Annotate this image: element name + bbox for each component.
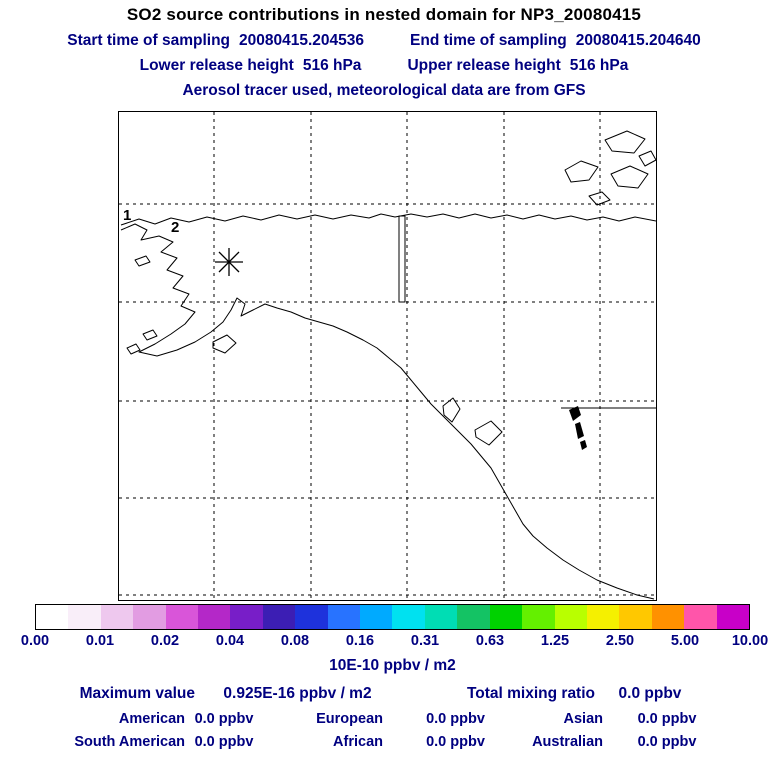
colorbar-tick-label: 0.01	[85, 633, 115, 649]
colorbar-tick-label: 5.00	[670, 633, 700, 649]
region-value: 0.0 ppbv	[426, 711, 485, 727]
map-panel: 1 2	[118, 111, 657, 601]
colorbar	[35, 604, 750, 630]
colorbar-cell	[165, 605, 199, 629]
colorbar-tick-label: 10.00	[731, 633, 768, 649]
coastlines	[120, 213, 656, 600]
region-stats: American 0.0 ppbv European 0.0 ppbv Asian 0.0…	[0, 711, 768, 750]
colorbar-tick-label: 1.25	[540, 633, 570, 649]
islands	[126, 130, 656, 446]
colorbar-cell	[230, 605, 263, 629]
colorbar-cell	[684, 605, 717, 629]
colorbar-cell	[392, 605, 425, 629]
page-title: SO2 source contributions in nested domai…	[126, 5, 642, 24]
colorbar-cell	[619, 605, 652, 629]
region-value: 0.0 ppbv	[194, 734, 254, 750]
region-name: American	[118, 711, 185, 727]
total-mixing-ratio-value: 0.0 ppbv	[618, 685, 682, 702]
tracer-line: Aerosol tracer used, meteorological data…	[182, 82, 586, 99]
release-marker-icon	[215, 248, 243, 276]
colorbar-cell	[651, 605, 685, 629]
colorbar-tick-label: 0.63	[475, 633, 505, 649]
upper-release-label: Upper release height	[407, 57, 561, 74]
colorbar-cell	[262, 605, 296, 629]
colorbar-cell	[133, 605, 166, 629]
region-value: 0.0 ppbv	[194, 711, 254, 727]
colorbar-cell	[295, 605, 328, 629]
colorbar-cell	[554, 605, 587, 629]
colorbar-cell	[457, 605, 490, 629]
colorbar-cell	[522, 605, 555, 629]
lower-release-label: Lower release height	[139, 57, 294, 74]
release-heights-line: Lower release height 516 hPa Upper release…	[0, 57, 768, 75]
max-value: 0.925E-16 ppbv / m2	[223, 685, 372, 702]
lower-release-value: 516 hPa	[302, 57, 362, 74]
colorbar-tick-label: 0.16	[345, 633, 375, 649]
colorbar-cell	[716, 605, 749, 629]
region-name: European	[316, 711, 383, 727]
header: SO2 source contributions in nested domai…	[0, 0, 768, 100]
colorbar-tick-label: 0.08	[280, 633, 310, 649]
region-name: Australian	[532, 734, 603, 750]
colorbar-tick-label: 0.00	[20, 633, 50, 649]
colorbar-unit-caption: 10E-10 ppbv / m2	[329, 657, 456, 674]
colorbar-cell	[68, 605, 101, 629]
colorbar-cell	[489, 605, 523, 629]
start-time-value: 20080415.204536	[239, 32, 365, 49]
colorbar-cell	[360, 605, 393, 629]
grid-lines	[119, 112, 656, 600]
colorbar-cell	[36, 605, 69, 629]
start-time-label: Start time of sampling	[67, 32, 231, 49]
colorbar-labels: 0.00 0.01 0.02 0.04 0.08 0.16 0.31 0.63 1.25 2.50…	[21, 633, 768, 651]
region-value: 0.0 ppbv	[637, 711, 697, 727]
colorbar-cell	[100, 605, 134, 629]
total-mixing-ratio-label: Total mixing ratio	[466, 685, 595, 702]
colorbar-cell	[327, 605, 361, 629]
colorbar-cell	[586, 605, 620, 629]
colorbar-tick-label: 0.02	[150, 633, 180, 649]
map-marker-label-1: 1	[123, 207, 131, 224]
colorbar-cell	[198, 605, 231, 629]
region-value: 0.0 ppbv	[426, 734, 485, 750]
max-value-label: Maximum value	[79, 685, 195, 702]
map-svg: 1 2	[119, 112, 656, 600]
region-value: 0.0 ppbv	[637, 734, 697, 750]
sampling-times-line: Start time of sampling 20080415.204536 End…	[0, 32, 768, 50]
region-name: South American	[74, 734, 185, 750]
colorbar-cell	[424, 605, 458, 629]
colorbar-tick-label: 2.50	[605, 633, 635, 649]
upper-release-value: 516 hPa	[569, 57, 629, 74]
end-time-value: 20080415.204640	[575, 32, 701, 49]
coastal-marks	[569, 406, 587, 450]
colorbar-tick-label: 0.04	[215, 633, 245, 649]
region-name: African	[333, 734, 383, 750]
colorbar-tick-label: 0.31	[410, 633, 440, 649]
region-name: Asian	[563, 711, 604, 727]
end-time-label: End time of sampling	[410, 32, 567, 49]
map-marker-label-2: 2	[171, 219, 179, 236]
summary-line: Maximum value 0.925E-16 ppbv / m2 Total …	[0, 685, 768, 703]
